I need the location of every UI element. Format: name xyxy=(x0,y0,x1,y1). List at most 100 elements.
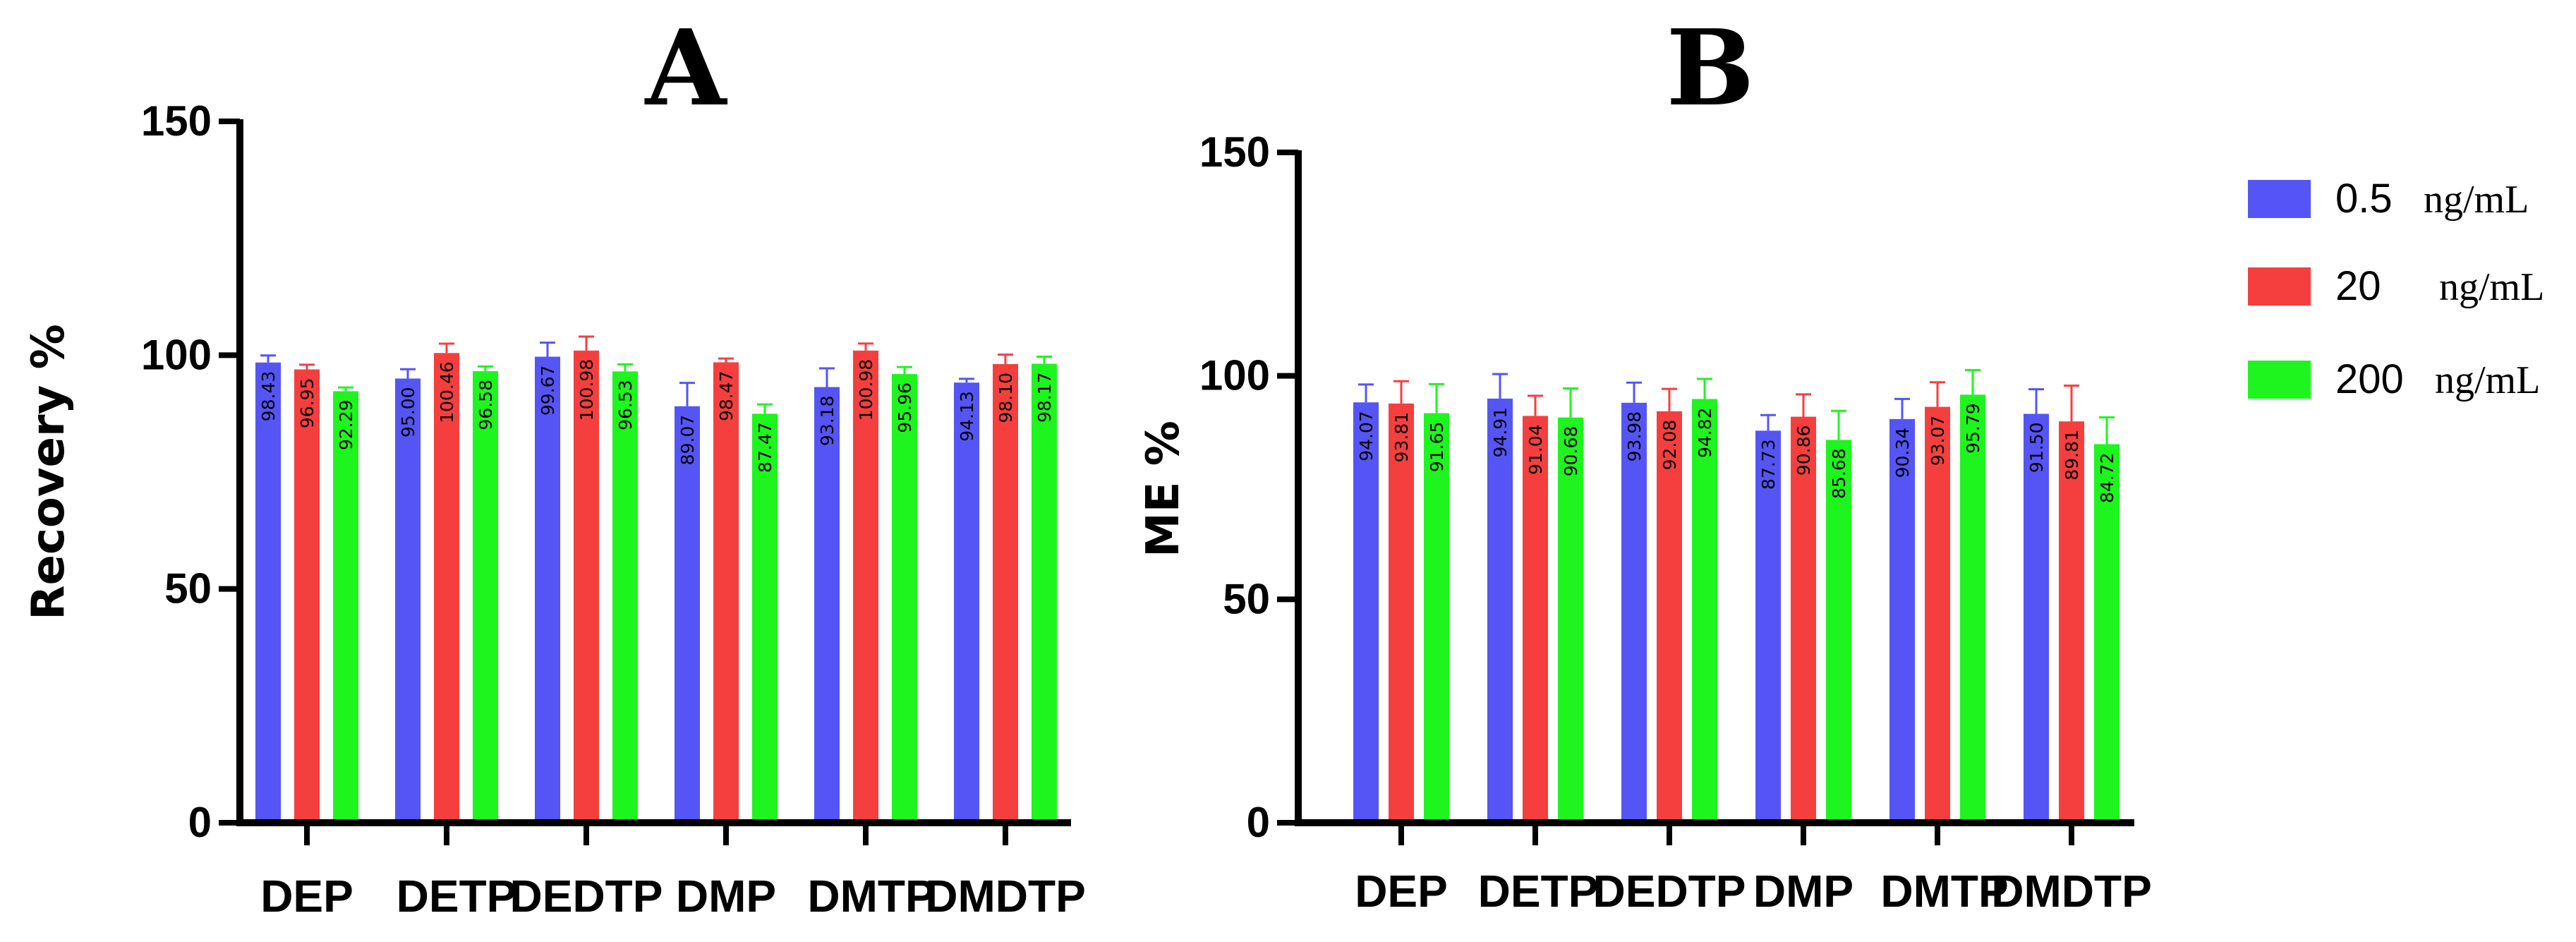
bar xyxy=(535,356,560,823)
bar-value-label: 99.67 xyxy=(538,366,558,416)
bar-value-label: 93.07 xyxy=(1928,416,1948,466)
bar xyxy=(1960,394,1985,823)
bar xyxy=(434,353,459,823)
x-tick-label: DETP xyxy=(1478,866,1599,917)
x-tick-label: DMTP xyxy=(807,871,935,922)
y-tick-label: 0 xyxy=(188,799,212,846)
panel-title: A xyxy=(644,6,728,129)
y-tick-label: 100 xyxy=(141,331,212,378)
bar xyxy=(1826,440,1851,823)
bar-value-label: 91.65 xyxy=(1427,422,1447,473)
y-axis-label: ME % xyxy=(1137,421,1190,557)
bar-value-label: 100.46 xyxy=(437,361,457,423)
bar xyxy=(333,391,358,823)
bar-value-label: 100.98 xyxy=(576,359,597,421)
bar-value-label: 89.07 xyxy=(677,415,698,466)
bar xyxy=(255,362,281,823)
bar xyxy=(1032,363,1057,823)
bar xyxy=(1353,402,1379,823)
legend-unit: ng/mL xyxy=(2439,265,2544,309)
y-tick-label: 100 xyxy=(1199,352,1270,399)
bar xyxy=(2024,413,2049,823)
bar-value-label: 93.18 xyxy=(817,396,837,447)
bar-value-label: 93.98 xyxy=(1624,411,1645,462)
bar xyxy=(1791,416,1816,823)
y-tick-label: 0 xyxy=(1247,799,1270,846)
bar-value-label: 84.72 xyxy=(2097,452,2117,503)
panel-title: B xyxy=(1666,6,1754,129)
y-tick-label: 150 xyxy=(1199,128,1270,176)
legend-swatch xyxy=(2248,267,2311,306)
legend-swatch xyxy=(2248,361,2311,399)
x-tick-label: DMP xyxy=(1753,866,1854,917)
bar xyxy=(1925,406,1950,823)
bar-value-label: 95.79 xyxy=(1963,403,1983,454)
bar xyxy=(892,374,917,823)
bar xyxy=(395,378,421,823)
bar-value-label: 91.04 xyxy=(1525,424,1546,475)
bar xyxy=(574,350,599,823)
x-tick-label: DMTP xyxy=(1880,866,2008,917)
bar xyxy=(1755,430,1781,823)
bar-value-label: 94.82 xyxy=(1695,407,1715,458)
bar xyxy=(1558,417,1583,823)
y-tick-label: 50 xyxy=(164,565,212,612)
bar-value-label: 98.47 xyxy=(716,370,737,421)
legend-unit: ng/mL xyxy=(2424,178,2529,222)
bar-value-label: 95.00 xyxy=(398,387,418,437)
bar xyxy=(1889,418,1915,823)
bar xyxy=(1487,398,1513,823)
panel-a: A Recovery % 0 50 100 150 98.43 95.00 99.67 89.07… xyxy=(23,6,1086,922)
x-tick-label: DEP xyxy=(260,871,353,922)
legend-swatch xyxy=(2248,180,2311,218)
bar-value-label: 95.96 xyxy=(895,382,915,433)
bar-value-label: 100.98 xyxy=(856,359,876,421)
bar xyxy=(612,371,638,823)
y-axis-label: Recovery % xyxy=(23,324,75,620)
x-tick-label: DMDTP xyxy=(1991,866,2152,917)
legend-unit: ng/mL xyxy=(2435,358,2540,402)
bar xyxy=(1424,413,1449,823)
bar-value-label: 94.13 xyxy=(957,391,977,442)
bar-value-label: 90.68 xyxy=(1561,426,1581,477)
legend-value: 200 xyxy=(2335,356,2404,402)
x-tick-label: DEDTP xyxy=(1593,866,1746,917)
bar xyxy=(1657,411,1682,823)
bar xyxy=(1389,403,1414,823)
bar xyxy=(1621,402,1647,823)
x-tick-label: DETP xyxy=(397,871,517,922)
legend-value: 20 xyxy=(2335,263,2381,309)
bar-value-label: 87.73 xyxy=(1758,439,1779,490)
bar-value-label: 87.47 xyxy=(755,422,775,473)
bar xyxy=(814,387,840,823)
bar xyxy=(1523,416,1548,823)
bar xyxy=(473,370,498,823)
bar-value-label: 90.34 xyxy=(1892,428,1913,478)
bar-value-label: 93.81 xyxy=(1391,412,1412,463)
bar-value-label: 92.08 xyxy=(1659,420,1680,471)
bar-value-label: 89.81 xyxy=(2062,430,2082,481)
bar xyxy=(294,369,320,823)
bar-value-label: 94.07 xyxy=(1356,411,1377,461)
bar-value-label: 98.17 xyxy=(1034,372,1055,423)
legend: 0.5 ng/mL 20 ng/mL 200 ng/mL xyxy=(2248,176,2544,402)
bar-value-label: 96.58 xyxy=(476,380,496,430)
bar-value-label: 98.10 xyxy=(996,373,1016,423)
bar xyxy=(2059,421,2084,823)
bar-value-label: 91.50 xyxy=(2026,423,2047,473)
x-tick-label: DMDTP xyxy=(925,871,1086,922)
bar-value-label: 96.95 xyxy=(297,378,318,429)
bar-value-label: 85.68 xyxy=(1829,448,1849,499)
bar-value-label: 98.43 xyxy=(258,371,279,422)
bar-value-label: 96.53 xyxy=(615,380,636,430)
bar xyxy=(853,350,878,823)
bar xyxy=(713,362,739,823)
x-tick-label: DEP xyxy=(1355,866,1448,917)
y-tick-label: 50 xyxy=(1223,575,1270,622)
bar-value-label: 90.86 xyxy=(1794,425,1814,476)
panel-b: B ME % 0 50 100 150 94.07 94.91 93.98 87.73 90.34 9… xyxy=(1137,6,2152,917)
legend-value: 0.5 xyxy=(2335,176,2393,222)
bar xyxy=(2094,444,2120,823)
bar-value-label: 92.29 xyxy=(336,399,356,450)
